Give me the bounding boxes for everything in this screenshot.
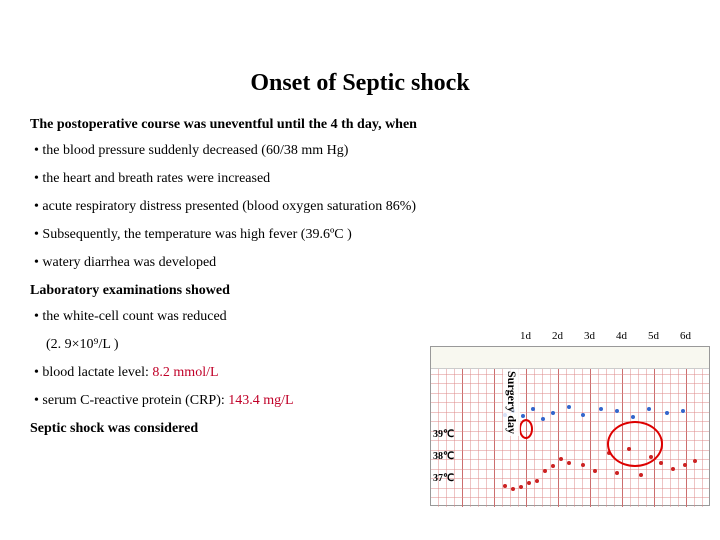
temp-point (527, 481, 531, 485)
chart-grid (431, 369, 709, 507)
temp-point (567, 461, 571, 465)
temp-point (519, 485, 523, 489)
bullet-item: watery diarrhea was developed (34, 255, 690, 271)
temp-point (535, 479, 539, 483)
day-label: 2d (552, 330, 570, 342)
chart-header (431, 347, 709, 369)
pulse-point (647, 407, 651, 411)
day-label: 5d (648, 330, 666, 342)
day-label: 1d (520, 330, 538, 342)
bullet-item: acute respiratory distress presented (bl… (34, 199, 690, 215)
temp-axis-label: 38℃ (433, 451, 454, 462)
pulse-point (541, 417, 545, 421)
circle-annotation (607, 421, 663, 467)
chart-body: Surgery day 39℃ 38℃ 37℃ (430, 346, 710, 506)
temp-point (593, 469, 597, 473)
day-label: 3d (584, 330, 602, 342)
temp-point (581, 463, 585, 467)
bullet-item: the heart and breath rates were increase… (34, 171, 690, 187)
pulse-point (531, 407, 535, 411)
temp-point (559, 457, 563, 461)
temp-point (659, 461, 663, 465)
day-label: 4d (616, 330, 634, 342)
temp-point (683, 463, 687, 467)
circle-annotation (519, 419, 533, 439)
top-bullets: the blood pressure suddenly decreased (6… (34, 143, 690, 271)
pulse-point (599, 407, 603, 411)
pulse-point (665, 411, 669, 415)
temp-point (639, 473, 643, 477)
temp-axis-label: 37℃ (433, 473, 454, 484)
temp-point (511, 487, 515, 491)
crp-value: 143.4 mg/L (228, 393, 293, 408)
temp-point (693, 459, 697, 463)
page-title: Onset of Septic shock (30, 70, 690, 97)
pulse-point (681, 409, 685, 413)
bullet-item: the blood pressure suddenly decreased (6… (34, 143, 690, 159)
lactate-pre: blood lactate level: (42, 365, 152, 380)
pulse-point (567, 405, 571, 409)
pulse-point (581, 413, 585, 417)
lactate-value: 8.2 mmol/L (152, 365, 218, 380)
pulse-point (521, 414, 525, 418)
intro-text: The postoperative course was uneventful … (30, 117, 690, 133)
lab-heading: Laboratory examinations showed (30, 283, 690, 299)
lab-bullets: the white-cell count was reduced (34, 309, 690, 325)
day-labels: 1d 2d 3d 4d 5d 6d (520, 330, 698, 342)
temp-point (543, 469, 547, 473)
pulse-point (615, 409, 619, 413)
temp-axis-label: 39℃ (433, 429, 454, 440)
pulse-point (551, 411, 555, 415)
day-label: 6d (680, 330, 698, 342)
crp-pre: serum C-reactive protein (CRP): (42, 393, 228, 408)
pulse-point (631, 415, 635, 419)
surgery-day-label: Surgery day (503, 369, 520, 436)
bullet-item: Subsequently, the temperature was high f… (34, 227, 690, 243)
temperature-chart: 1d 2d 3d 4d 5d 6d Surgery day 39℃ 38℃ 37… (430, 330, 710, 510)
temp-point (671, 467, 675, 471)
temp-point (551, 464, 555, 468)
bullet-item: the white-cell count was reduced (34, 309, 690, 325)
temp-point (503, 484, 507, 488)
temp-point (615, 471, 619, 475)
